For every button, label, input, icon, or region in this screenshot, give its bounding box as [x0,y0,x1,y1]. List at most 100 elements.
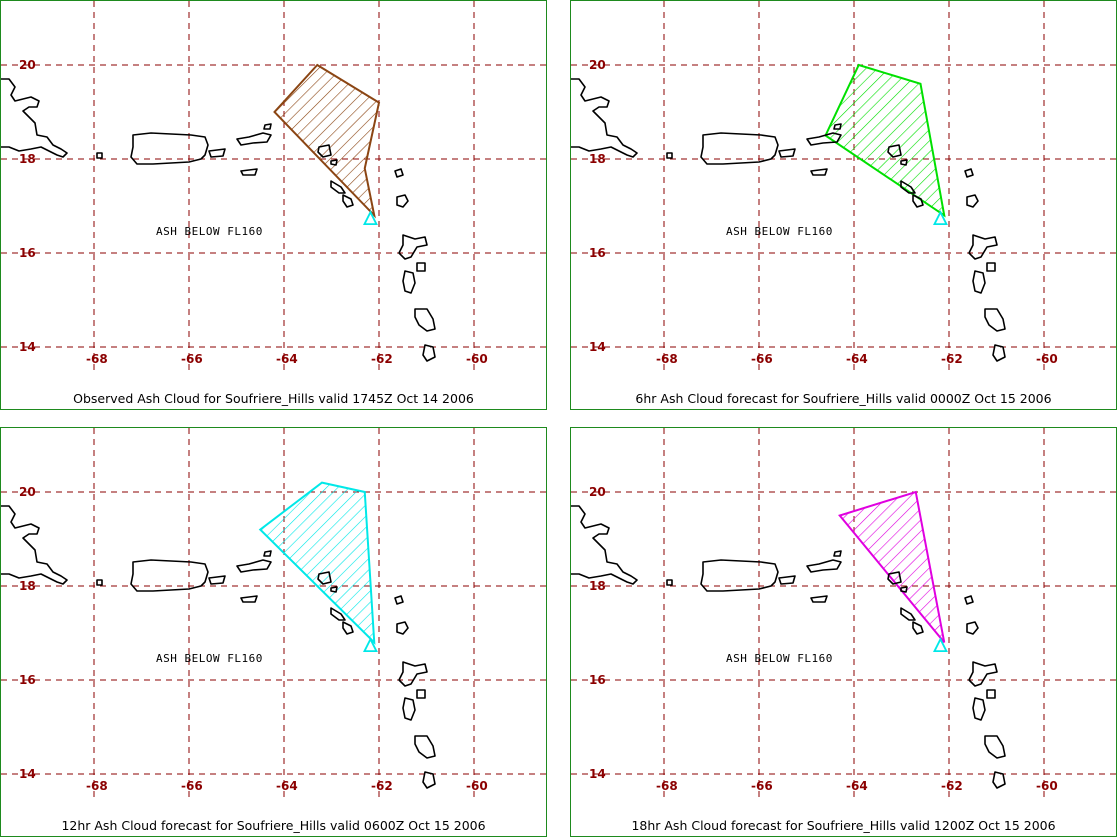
st-lucia-coast [422,344,436,362]
lon-tick-label: -66 [181,352,203,366]
st-martin-coast [317,571,332,585]
mona-coast [96,579,103,586]
nevis-montserrat-coast [342,194,354,208]
anguilla-coast [833,550,842,557]
antigua-coast [396,621,409,635]
volcano-marker-icon [932,210,948,226]
graticule [571,1,1118,373]
ash-cloud-polygon [838,490,946,644]
st-kitts-coast [330,607,346,621]
lat-tick-label: 14 [19,767,36,781]
st-croix-coast [240,595,258,603]
ash-cloud-polygon [824,63,946,218]
panel-caption: Observed Ash Cloud for Soufriere_Hills v… [73,391,474,406]
lat-tick-label: 16 [589,673,606,687]
lat-tick-label: 14 [589,340,606,354]
st-martin-coast [317,144,332,158]
st-croix-coast [810,595,828,603]
guadeloupe-coast [968,234,998,260]
ash-level-note: ASH BELOW FL160 [156,652,263,665]
vieques-coast [778,575,796,585]
puerto-rico-coast [700,559,779,592]
lat-tick-label: 18 [589,152,606,166]
hispaniola-coast [571,78,638,158]
st-croix-coast [810,168,828,176]
barbuda-coast [964,595,974,605]
st-barts-coast [900,159,908,166]
coastlines [571,78,1006,362]
st-martin-coast [887,144,902,158]
st-lucia-coast [992,344,1006,362]
panel-6hr: ASH BELOW FL160 -68 -66 -64 -62 -60 14 16 18 20 6… [570,0,1118,410]
lon-tick-label: -66 [181,779,203,793]
mona-coast [666,152,673,159]
dominica-coast [402,270,416,294]
panel-caption: 12hr Ash Cloud forecast for Soufriere_Hi… [61,818,486,833]
marie-galante-coast [416,689,426,699]
dominica-coast [402,697,416,721]
antigua-coast [966,621,979,635]
martinique-coast [414,735,436,759]
barbuda-coast [394,595,404,605]
st-croix-coast [240,168,258,176]
martinique-coast [984,308,1006,332]
nevis-montserrat-coast [342,621,354,635]
puerto-rico-coast [130,132,209,165]
virgin-islands-coast [236,132,272,146]
vieques-coast [208,148,226,158]
st-barts-coast [330,586,338,593]
vieques-coast [778,148,796,158]
dominica-coast [972,697,986,721]
lon-tick-label: -68 [86,779,108,793]
graticule [1,428,548,800]
st-barts-coast [900,586,908,593]
virgin-islands-coast [236,559,272,573]
mona-coast [96,152,103,159]
martinique-coast [984,735,1006,759]
volcano-marker-icon [362,637,378,653]
st-kitts-coast [900,180,916,194]
guadeloupe-coast [398,661,428,687]
panel-caption: 18hr Ash Cloud forecast for Soufriere_Hi… [631,818,1056,833]
virgin-islands-coast [806,132,842,146]
mona-coast [666,579,673,586]
lon-tick-label: -62 [371,779,393,793]
graticule [571,428,1118,800]
virgin-islands-coast [806,559,842,573]
anguilla-coast [833,123,842,130]
panel-18hr: ASH BELOW FL160 -68 -66 -64 -62 -60 14 16 18 20 1… [570,427,1118,837]
st-martin-coast [887,571,902,585]
lat-tick-label: 18 [19,152,36,166]
st-lucia-coast [992,771,1006,789]
panel-12hr: ASH BELOW FL160 -68 -66 -64 -62 -60 14 16 18 20 1… [0,427,548,837]
puerto-rico-coast [130,559,209,592]
ash-cloud-polygon [273,63,381,219]
lon-tick-label: -62 [941,352,963,366]
hispaniola-coast [571,505,638,585]
guadeloupe-coast [398,234,428,260]
antigua-coast [966,194,979,208]
lat-tick-label: 20 [589,485,606,499]
hispaniola-coast [1,505,68,585]
coastlines [1,78,436,362]
vieques-coast [208,575,226,585]
dominica-coast [972,270,986,294]
st-lucia-coast [422,771,436,789]
puerto-rico-coast [700,132,779,165]
lat-tick-label: 16 [589,246,606,260]
lon-tick-label: -64 [276,352,298,366]
lat-tick-label: 16 [19,246,36,260]
hispaniola-coast [1,78,68,158]
lon-tick-label: -64 [846,779,868,793]
barbuda-coast [964,168,974,178]
st-barts-coast [330,159,338,166]
st-kitts-coast [330,180,346,194]
barbuda-coast [394,168,404,178]
lat-tick-label: 18 [589,579,606,593]
lat-tick-label: 18 [19,579,36,593]
lon-tick-label: -64 [276,779,298,793]
lon-tick-label: -64 [846,352,868,366]
lon-tick-label: -60 [1036,352,1058,366]
ash-level-note: ASH BELOW FL160 [726,652,833,665]
map-6hr: ASH BELOW FL160 -68 -66 -64 -62 -60 14 16 18 20 [571,1,1118,373]
